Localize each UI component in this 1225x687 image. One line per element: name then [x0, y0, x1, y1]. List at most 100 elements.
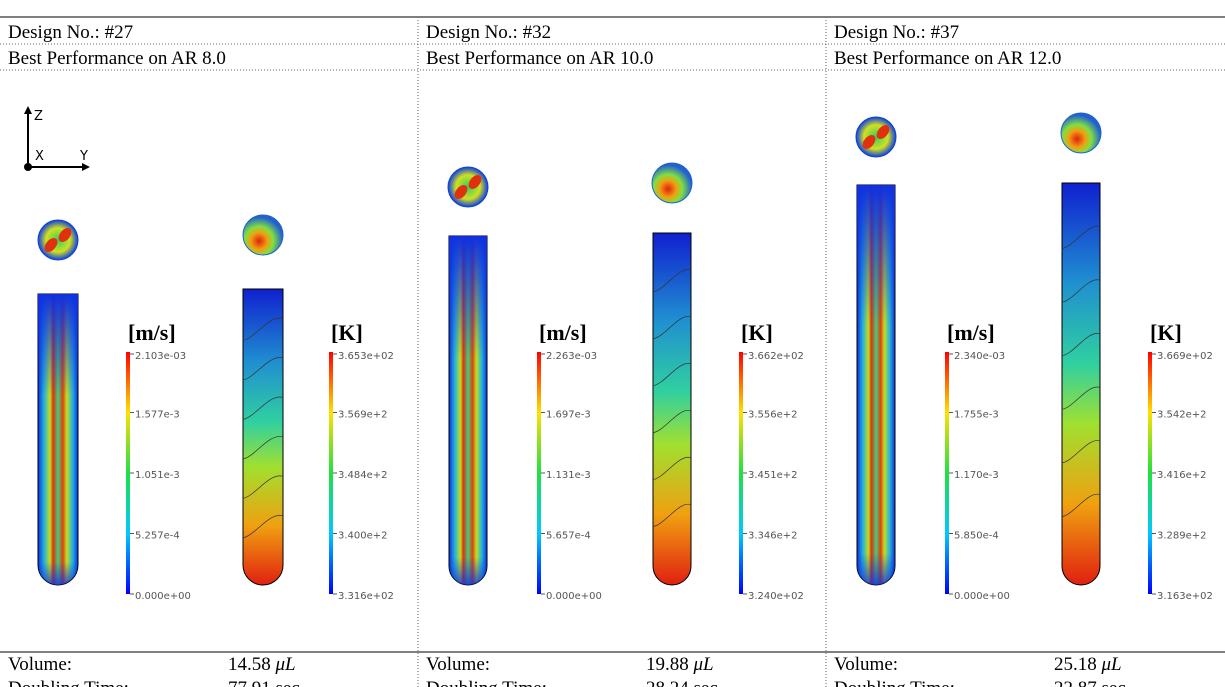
- doubling-value: 22.87 sec: [1054, 678, 1126, 687]
- velocity-section: [37, 219, 79, 261]
- velocity-tube-shade: [857, 185, 895, 585]
- axis-label: X: [35, 149, 44, 164]
- doubling-label: Doubling Time:: [8, 678, 129, 687]
- colorbar-label: 3.484e+2: [338, 470, 388, 481]
- velocity-colorbar: [126, 352, 130, 594]
- colorbar-label: 0.000e+00: [546, 591, 602, 602]
- volume-unit: μL: [275, 654, 296, 675]
- colorbar-label: 5.850e-4: [954, 531, 999, 542]
- doubling-value: 28.24 sec: [646, 678, 718, 687]
- contour-line: [652, 269, 692, 293]
- temperature-tube: [1061, 182, 1101, 586]
- contour-line: [1061, 386, 1101, 410]
- design-number: Design No.: #32: [426, 22, 551, 43]
- temperature-unit: [K]: [741, 320, 773, 345]
- contour-line: [652, 410, 692, 434]
- contour-line: [1061, 493, 1101, 517]
- velocity-colorbar: [537, 352, 541, 594]
- axis-label: Y: [79, 149, 88, 164]
- colorbar-label: 0.000e+00: [954, 591, 1010, 602]
- velocity-core: [44, 238, 58, 252]
- axis-label: Z: [34, 109, 43, 124]
- colorbar-label: 3.556e+2: [748, 410, 798, 421]
- design-subtitle: Best Performance on AR 10.0: [426, 48, 653, 69]
- colorbar-label: 1.755e-3: [954, 410, 999, 421]
- velocity-tube-shade: [38, 294, 78, 585]
- volume-label: Volume:: [834, 654, 898, 675]
- velocity-unit: [m/s]: [539, 320, 587, 345]
- contour-line: [1061, 279, 1101, 303]
- velocity-core: [468, 175, 482, 189]
- colorbar-label: 5.257e-4: [135, 531, 180, 542]
- volume-number: 19.88: [646, 654, 689, 675]
- volume-number: 25.18: [1054, 654, 1097, 675]
- colorbar-label: 3.653e+02: [338, 351, 394, 362]
- doubling-label: Doubling Time:: [834, 678, 955, 687]
- colorbar-label: 1.577e-3: [135, 410, 180, 421]
- colorbar-label: 3.346e+2: [748, 531, 798, 542]
- volume-value: 14.58 μL: [228, 654, 296, 675]
- colorbar-label: 0.000e+00: [135, 591, 191, 602]
- colorbar-label: 3.569e+2: [338, 410, 388, 421]
- volume-number: 14.58: [228, 654, 271, 675]
- design-subtitle: Best Performance on AR 12.0: [834, 48, 1061, 69]
- temperature-unit: [K]: [331, 320, 363, 345]
- colorbar-label: 3.662e+02: [748, 351, 804, 362]
- colorbar-label: 1.170e-3: [954, 470, 999, 481]
- contour-line: [1061, 225, 1101, 249]
- contour-line: [652, 457, 692, 481]
- design-number: Design No.: #37: [834, 22, 959, 43]
- temperature-section: [242, 214, 284, 256]
- contour-line: [242, 515, 284, 539]
- colorbar-label: 2.103e-03: [135, 351, 186, 362]
- temperature-colorbar: [739, 352, 743, 594]
- contour-line: [242, 396, 284, 420]
- colorbar-label: 1.697e-3: [546, 410, 591, 421]
- velocity-core: [58, 228, 72, 242]
- velocity-tube-shade: [449, 236, 487, 585]
- contour-line: [242, 317, 284, 341]
- colorbar-label: 3.316e+02: [338, 591, 394, 602]
- contour-line: [652, 503, 692, 527]
- temperature-unit: [K]: [1150, 320, 1182, 345]
- contour-line: [242, 475, 284, 499]
- velocity-unit: [m/s]: [128, 320, 176, 345]
- colorbar-label: 3.542e+2: [1157, 410, 1207, 421]
- colorbar-label: 3.240e+02: [748, 591, 804, 602]
- velocity-unit: [m/s]: [947, 320, 995, 345]
- velocity-colorbar: [945, 352, 949, 594]
- volume-label: Volume:: [426, 654, 490, 675]
- design-subtitle: Best Performance on AR 8.0: [8, 48, 226, 69]
- contour-line: [1061, 440, 1101, 464]
- axis-triad: Z X Y: [24, 106, 90, 171]
- velocity-core: [876, 125, 890, 139]
- colorbar-label: 3.416e+2: [1157, 470, 1207, 481]
- colorbar-label: 2.340e-03: [954, 351, 1005, 362]
- colorbar-label: 3.669e+02: [1157, 351, 1213, 362]
- volume-unit: μL: [693, 654, 714, 675]
- temperature-section: [651, 162, 693, 204]
- velocity-core: [862, 135, 876, 149]
- volume-unit: μL: [1101, 654, 1122, 675]
- temperature-tube: [652, 232, 692, 586]
- velocity-section: [447, 166, 489, 208]
- colorbar-label: 1.051e-3: [135, 470, 180, 481]
- contour-line: [1061, 333, 1101, 357]
- volume-label: Volume:: [8, 654, 72, 675]
- temperature-section: [1060, 112, 1102, 154]
- doubling-label: Doubling Time:: [426, 678, 547, 687]
- contour-line: [242, 357, 284, 381]
- colorbar-label: 3.163e+02: [1157, 591, 1213, 602]
- temperature-colorbar: [1148, 352, 1152, 594]
- volume-value: 19.88 μL: [646, 654, 714, 675]
- colorbar-label: 3.451e+2: [748, 470, 798, 481]
- colorbar-label: 3.289e+2: [1157, 531, 1207, 542]
- volume-value: 25.18 μL: [1054, 654, 1122, 675]
- design-number: Design No.: #27: [8, 22, 133, 43]
- doubling-value: 77.91 sec: [228, 678, 300, 687]
- temperature-colorbar: [329, 352, 333, 594]
- contour-line: [652, 316, 692, 340]
- colorbar-label: 5.657e-4: [546, 531, 591, 542]
- contour-line: [242, 436, 284, 460]
